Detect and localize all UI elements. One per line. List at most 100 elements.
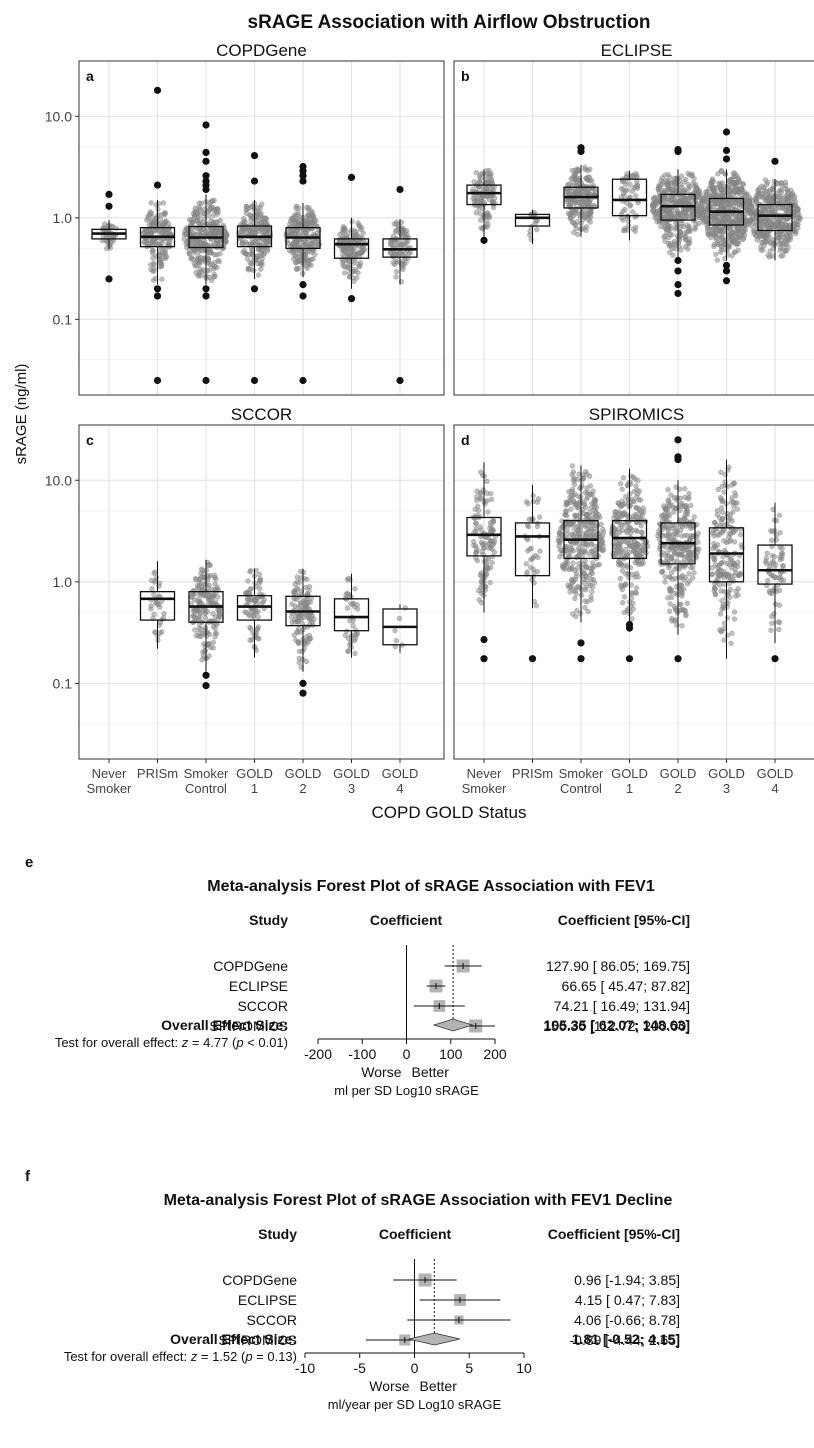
data-point (203, 615, 209, 621)
data-point (624, 171, 630, 177)
data-point (674, 207, 680, 213)
data-point (737, 532, 743, 538)
x-tick-label: 2 (674, 781, 681, 796)
panel-letter: d (461, 432, 470, 448)
data-point (778, 189, 785, 195)
data-point (662, 515, 668, 522)
data-point (665, 527, 671, 533)
data-point (244, 610, 250, 616)
data-point (679, 572, 686, 579)
data-point (732, 609, 738, 615)
data-point (194, 263, 200, 269)
data-point (536, 496, 542, 502)
x-tick-label: Smoker (462, 781, 507, 796)
data-point (622, 225, 628, 231)
data-point (157, 619, 163, 626)
data-point (584, 496, 590, 502)
data-point (478, 217, 484, 223)
data-point (667, 249, 673, 256)
data-point (736, 191, 742, 197)
data-point (582, 214, 588, 221)
data-point (633, 483, 639, 489)
box-prism (514, 209, 551, 245)
data-point (662, 188, 668, 194)
data-point (258, 266, 264, 272)
data-point (248, 261, 254, 267)
data-point (292, 221, 298, 227)
data-point (678, 552, 684, 558)
data-point (719, 186, 725, 192)
data-point (759, 206, 765, 212)
outlier-point (577, 147, 585, 156)
data-point (724, 615, 730, 621)
data-point (573, 591, 579, 597)
data-point (695, 549, 701, 555)
data-point (197, 266, 203, 272)
data-point (721, 538, 727, 544)
data-point (748, 223, 754, 229)
data-point (771, 195, 778, 201)
data-point (780, 253, 786, 259)
data-point (627, 181, 633, 187)
data-point (196, 200, 202, 206)
outlier-point (153, 86, 162, 94)
data-point (669, 576, 675, 582)
data-point (729, 253, 735, 259)
data-point (205, 585, 212, 591)
data-point (241, 248, 248, 254)
data-point (670, 545, 676, 551)
data-point (152, 240, 158, 247)
data-point (208, 249, 214, 255)
box-iqr (514, 213, 551, 227)
data-point (254, 220, 260, 226)
data-point (770, 560, 777, 566)
data-point (537, 548, 543, 554)
panel-title: SCCOR (231, 405, 292, 424)
data-point (717, 611, 724, 617)
data-point (727, 187, 733, 193)
data-point (723, 521, 729, 528)
data-point (722, 472, 728, 478)
data-point (769, 529, 775, 535)
outlier-point (202, 682, 210, 690)
data-point (664, 508, 670, 514)
data-point (619, 185, 625, 192)
data-point (473, 170, 479, 176)
y-tick-label: 0.1 (53, 675, 73, 691)
data-point (352, 632, 358, 638)
data-point (588, 526, 594, 532)
data-point (630, 606, 636, 612)
data-point (254, 256, 260, 262)
data-point (699, 206, 705, 212)
data-point (721, 625, 727, 632)
x-tick-label: GOLD (333, 766, 370, 781)
data-point (300, 598, 306, 604)
data-point (251, 227, 257, 233)
data-point (570, 487, 576, 493)
data-point (488, 176, 494, 183)
data-point (530, 493, 536, 499)
data-point (587, 491, 593, 497)
data-point (719, 509, 725, 515)
data-point (186, 248, 192, 254)
data-point (668, 555, 674, 561)
data-point (575, 493, 581, 499)
data-point (476, 597, 482, 603)
data-point (528, 564, 534, 570)
outlier-point (674, 280, 682, 289)
data-point (471, 539, 477, 545)
data-point (699, 214, 705, 220)
data-point (488, 491, 494, 497)
data-point (581, 184, 587, 190)
data-point (724, 632, 730, 638)
outlier-point (722, 277, 731, 285)
outlier-point (250, 177, 259, 185)
data-point (777, 587, 783, 593)
x-tick-label: Never (467, 766, 502, 781)
data-point (406, 251, 412, 257)
box-prism (139, 561, 176, 649)
data-point (656, 187, 662, 193)
data-point (780, 222, 786, 228)
data-point (582, 490, 588, 496)
data-point (734, 240, 740, 246)
